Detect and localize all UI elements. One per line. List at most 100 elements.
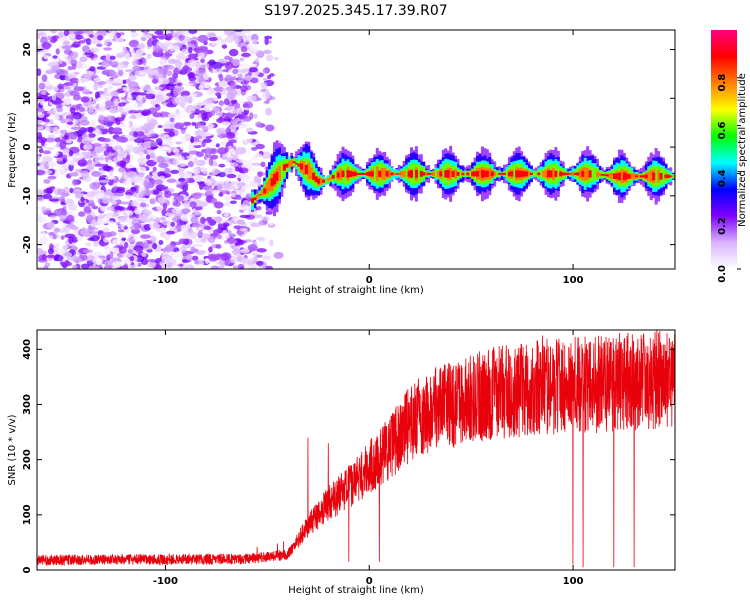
heatmap-cell: [67, 121, 74, 125]
heatmap-cell: [37, 112, 45, 118]
heatmap-cell: [162, 64, 169, 72]
heatmap-cell: [113, 34, 118, 40]
heatmap-cell: [341, 170, 345, 178]
colorbar-tick-label: 0.6: [717, 122, 728, 140]
heatmap-cell: [127, 248, 133, 254]
heatmap-cell: [67, 58, 72, 65]
heatmap-cell: [208, 36, 218, 42]
heatmap-cell: [245, 193, 251, 200]
heatmap-cell: [62, 112, 71, 116]
heatmap-cell: [207, 253, 219, 262]
heatmap-cell: [43, 55, 53, 60]
heatmap-cell: [468, 170, 472, 178]
heatmap-cell: [177, 136, 187, 140]
heatmap-cell: [112, 157, 122, 162]
heatmap-cell: [170, 257, 177, 266]
heatmap-cell: [566, 173, 570, 175]
heatmap-cell: [84, 52, 90, 56]
heatmap-cell: [213, 97, 219, 102]
heatmap-cell: [213, 86, 225, 93]
heatmap-cell: [252, 38, 258, 45]
heatmap-cell: [265, 54, 274, 62]
heatmap-cell: [228, 48, 239, 57]
heatmap-cell: [242, 35, 253, 43]
heatmap-cell: [178, 177, 186, 182]
heatmap-cell: [143, 78, 150, 83]
heatmap-cell: [243, 58, 251, 63]
heatmap-cell: [647, 171, 651, 182]
heatmap-cell: [87, 126, 94, 134]
heatmap-cell: [57, 166, 66, 171]
heatmap-cell: [50, 30, 58, 34]
heatmap-cell: [100, 137, 111, 143]
heatmap-cell: [128, 101, 139, 110]
heatmap-cell: [265, 124, 275, 132]
heatmap-cell: [90, 47, 100, 53]
heatmap-cell: [239, 214, 251, 219]
heatmap-cell: [102, 227, 110, 233]
heatmap-cell: [195, 205, 203, 210]
heatmap-cell: [250, 156, 258, 161]
heatmap-cell: [37, 119, 44, 125]
heatmap-cell: [666, 174, 670, 179]
heatmap-cell: [237, 219, 245, 225]
heatmap-cell: [250, 44, 258, 53]
heatmap-cell: [38, 161, 47, 165]
heatmap-cell: [140, 234, 151, 239]
heatmap-cell: [532, 172, 536, 176]
heatmap-cell: [216, 209, 222, 215]
heatmap-cell: [605, 174, 609, 177]
heatmap-cell: [583, 167, 587, 181]
heatmap-cell: [201, 111, 208, 120]
heatmap-cell: [203, 225, 211, 230]
heatmap-cell: [517, 170, 521, 178]
heatmap-cell: [37, 169, 46, 176]
heatmap-cell: [172, 31, 180, 39]
heatmap-cell: [136, 156, 148, 165]
heatmap-cell: [42, 193, 53, 200]
heatmap-cell: [68, 150, 74, 157]
heatmap-cell: [302, 161, 306, 176]
heatmap-cell: [556, 166, 560, 182]
heatmap-cell: [228, 139, 237, 144]
heatmap-cell: [206, 89, 217, 95]
heatmap-cell: [231, 99, 238, 104]
heatmap-cell: [98, 84, 103, 88]
heatmap-cell: [46, 221, 56, 229]
heatmap-cell: [198, 249, 207, 255]
heatmap-cell: [253, 175, 262, 183]
heatmap-cell: [132, 59, 139, 67]
heatmap-cell: [446, 169, 450, 178]
heatmap-cell: [162, 202, 168, 211]
heatmap-cell: [124, 122, 130, 127]
heatmap-cell: [480, 169, 484, 178]
heatmap-cell: [664, 174, 668, 178]
heatmap-cell: [269, 239, 274, 247]
heatmap-cell: [307, 162, 311, 180]
heatmap-cell: [88, 104, 95, 110]
heatmap-cell: [620, 169, 624, 184]
heatmap-cell: [405, 167, 409, 181]
heatmap-cell: [96, 97, 107, 103]
heatmap-cell: [361, 172, 365, 175]
heatmap-cell: [150, 99, 161, 106]
heatmap-cell: [158, 239, 164, 245]
heatmap-cell: [230, 58, 241, 67]
heatmap-cell: [258, 194, 262, 196]
heatmap-cell: [57, 188, 66, 195]
heatmap-cell: [639, 175, 643, 178]
heatmap-cell: [102, 165, 112, 172]
heatmap-cell: [74, 168, 82, 173]
heatmap-cell: [657, 170, 661, 183]
heatmap-cell: [260, 161, 266, 168]
heatmap-cell: [46, 123, 54, 127]
heatmap-cell: [210, 265, 220, 269]
heatmap-cell: [427, 172, 431, 175]
heatmap-cell: [37, 230, 47, 237]
heatmap-cell: [243, 101, 254, 109]
heatmap-cell: [185, 254, 193, 261]
heatmap-cell: [190, 246, 196, 253]
heatmap-cell: [242, 199, 250, 207]
heatmap-cell: [79, 142, 85, 151]
heatmap-cell: [81, 133, 90, 139]
